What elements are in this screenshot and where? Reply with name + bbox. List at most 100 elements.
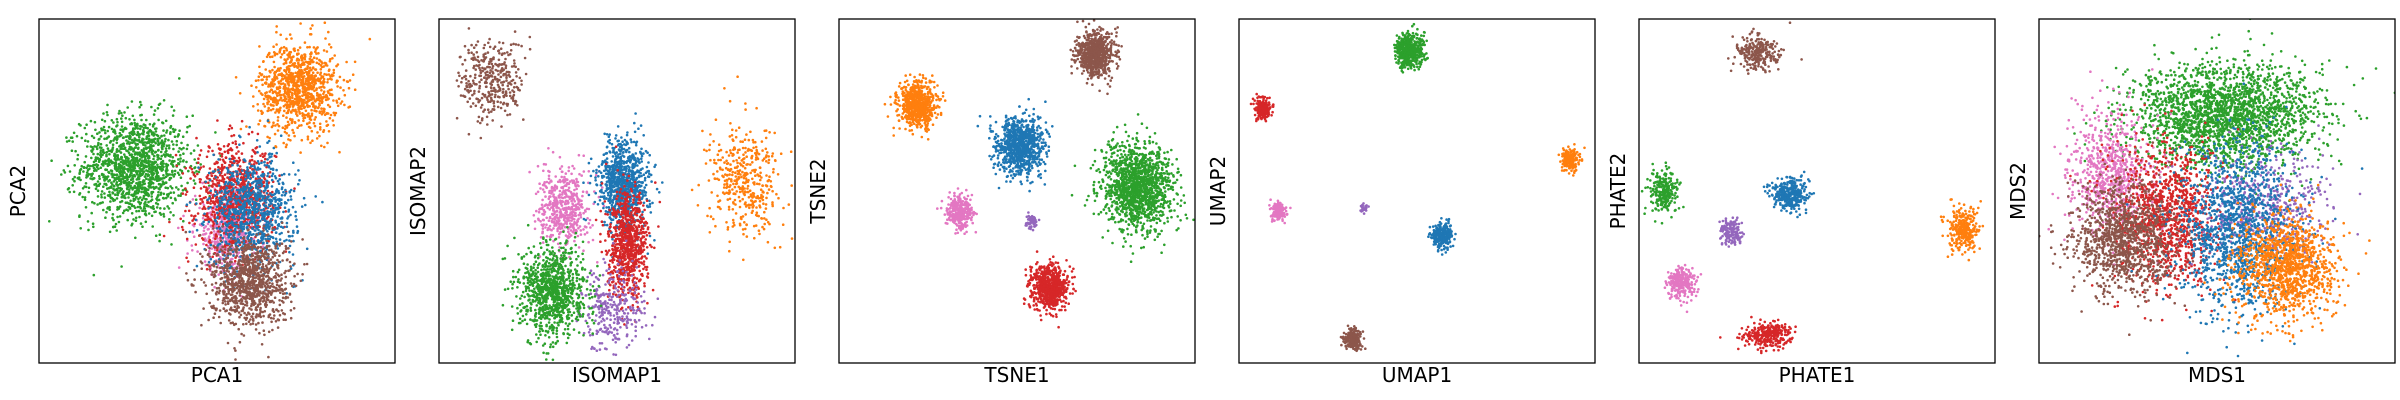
data-point bbox=[166, 186, 170, 190]
data-point bbox=[317, 52, 320, 55]
data-point bbox=[265, 55, 269, 59]
data-point bbox=[238, 205, 241, 209]
data-point bbox=[336, 104, 340, 108]
data-point bbox=[230, 248, 233, 252]
data-point bbox=[215, 193, 219, 196]
data-point bbox=[315, 57, 319, 60]
data-point bbox=[328, 116, 332, 120]
data-point bbox=[171, 173, 174, 176]
data-point bbox=[199, 198, 202, 201]
data-point bbox=[120, 117, 123, 120]
data-point bbox=[267, 85, 270, 88]
data-point bbox=[195, 136, 198, 140]
data-point bbox=[204, 180, 207, 184]
data-point bbox=[154, 210, 157, 213]
data-point bbox=[288, 190, 292, 193]
data-point bbox=[205, 175, 209, 179]
data-point bbox=[186, 143, 189, 147]
data-point bbox=[87, 228, 90, 232]
data-point bbox=[155, 179, 159, 182]
data-point bbox=[202, 229, 206, 233]
data-point bbox=[286, 111, 290, 115]
data-point bbox=[180, 169, 184, 173]
data-point bbox=[159, 157, 163, 161]
data-point bbox=[142, 147, 146, 150]
data-point bbox=[285, 238, 288, 242]
data-point bbox=[250, 158, 254, 162]
data-point bbox=[297, 58, 300, 61]
data-point bbox=[311, 95, 314, 98]
data-point bbox=[124, 176, 128, 179]
data-point bbox=[91, 177, 94, 181]
data-point bbox=[234, 227, 237, 231]
data-point bbox=[76, 176, 80, 180]
data-point bbox=[96, 189, 100, 192]
panels-group: PCA1PCA2ISOMAP1ISOMAP2TSNE1TSNE2UMAP1UMA… bbox=[6, 18, 2396, 387]
data-point bbox=[194, 218, 198, 222]
data-point bbox=[263, 164, 267, 167]
data-point bbox=[106, 159, 110, 162]
data-point bbox=[256, 203, 260, 207]
data-point bbox=[285, 132, 289, 135]
data-point bbox=[243, 202, 246, 205]
data-point bbox=[70, 136, 74, 139]
data-point bbox=[167, 144, 171, 147]
data-point bbox=[336, 63, 340, 66]
data-point bbox=[265, 78, 269, 81]
data-point bbox=[266, 189, 270, 193]
data-point bbox=[320, 96, 324, 99]
data-point bbox=[208, 238, 212, 242]
data-point bbox=[156, 155, 159, 159]
data-point bbox=[108, 178, 111, 182]
data-point bbox=[104, 182, 108, 186]
data-point bbox=[138, 205, 142, 208]
data-point bbox=[103, 192, 106, 195]
data-point bbox=[137, 177, 141, 180]
data-point bbox=[186, 125, 189, 129]
data-point bbox=[266, 206, 270, 209]
data-point bbox=[292, 161, 295, 164]
data-point bbox=[76, 153, 80, 157]
data-point bbox=[129, 122, 132, 126]
data-point bbox=[211, 224, 215, 228]
data-point bbox=[304, 109, 308, 113]
data-point bbox=[157, 177, 161, 180]
data-point bbox=[207, 181, 210, 184]
data-point bbox=[133, 138, 137, 141]
data-point bbox=[314, 195, 318, 198]
data-point bbox=[294, 214, 298, 218]
data-point bbox=[313, 76, 316, 80]
data-point bbox=[167, 146, 171, 150]
data-point bbox=[218, 203, 221, 207]
data-point bbox=[270, 223, 273, 226]
data-point bbox=[129, 162, 132, 165]
data-point bbox=[168, 173, 172, 176]
data-point bbox=[285, 143, 288, 146]
data-point bbox=[84, 206, 88, 209]
data-point bbox=[188, 230, 191, 234]
data-point bbox=[144, 126, 148, 129]
data-point bbox=[138, 166, 141, 170]
data-point bbox=[265, 241, 269, 245]
data-point bbox=[282, 141, 286, 145]
data-point bbox=[224, 209, 228, 212]
data-point bbox=[312, 102, 315, 106]
data-point bbox=[130, 171, 133, 175]
data-point bbox=[121, 168, 125, 171]
data-point bbox=[148, 167, 151, 170]
data-point bbox=[149, 160, 152, 163]
data-point bbox=[310, 68, 313, 72]
data-point bbox=[167, 138, 170, 142]
data-point bbox=[147, 200, 150, 204]
data-point bbox=[208, 167, 212, 170]
data-point bbox=[131, 158, 135, 162]
data-point bbox=[254, 192, 257, 195]
data-point bbox=[248, 208, 252, 212]
data-point bbox=[92, 166, 96, 170]
data-point bbox=[214, 270, 218, 274]
data-point bbox=[262, 224, 266, 228]
data-point bbox=[287, 230, 290, 234]
data-point bbox=[228, 148, 231, 152]
data-point bbox=[128, 168, 132, 171]
